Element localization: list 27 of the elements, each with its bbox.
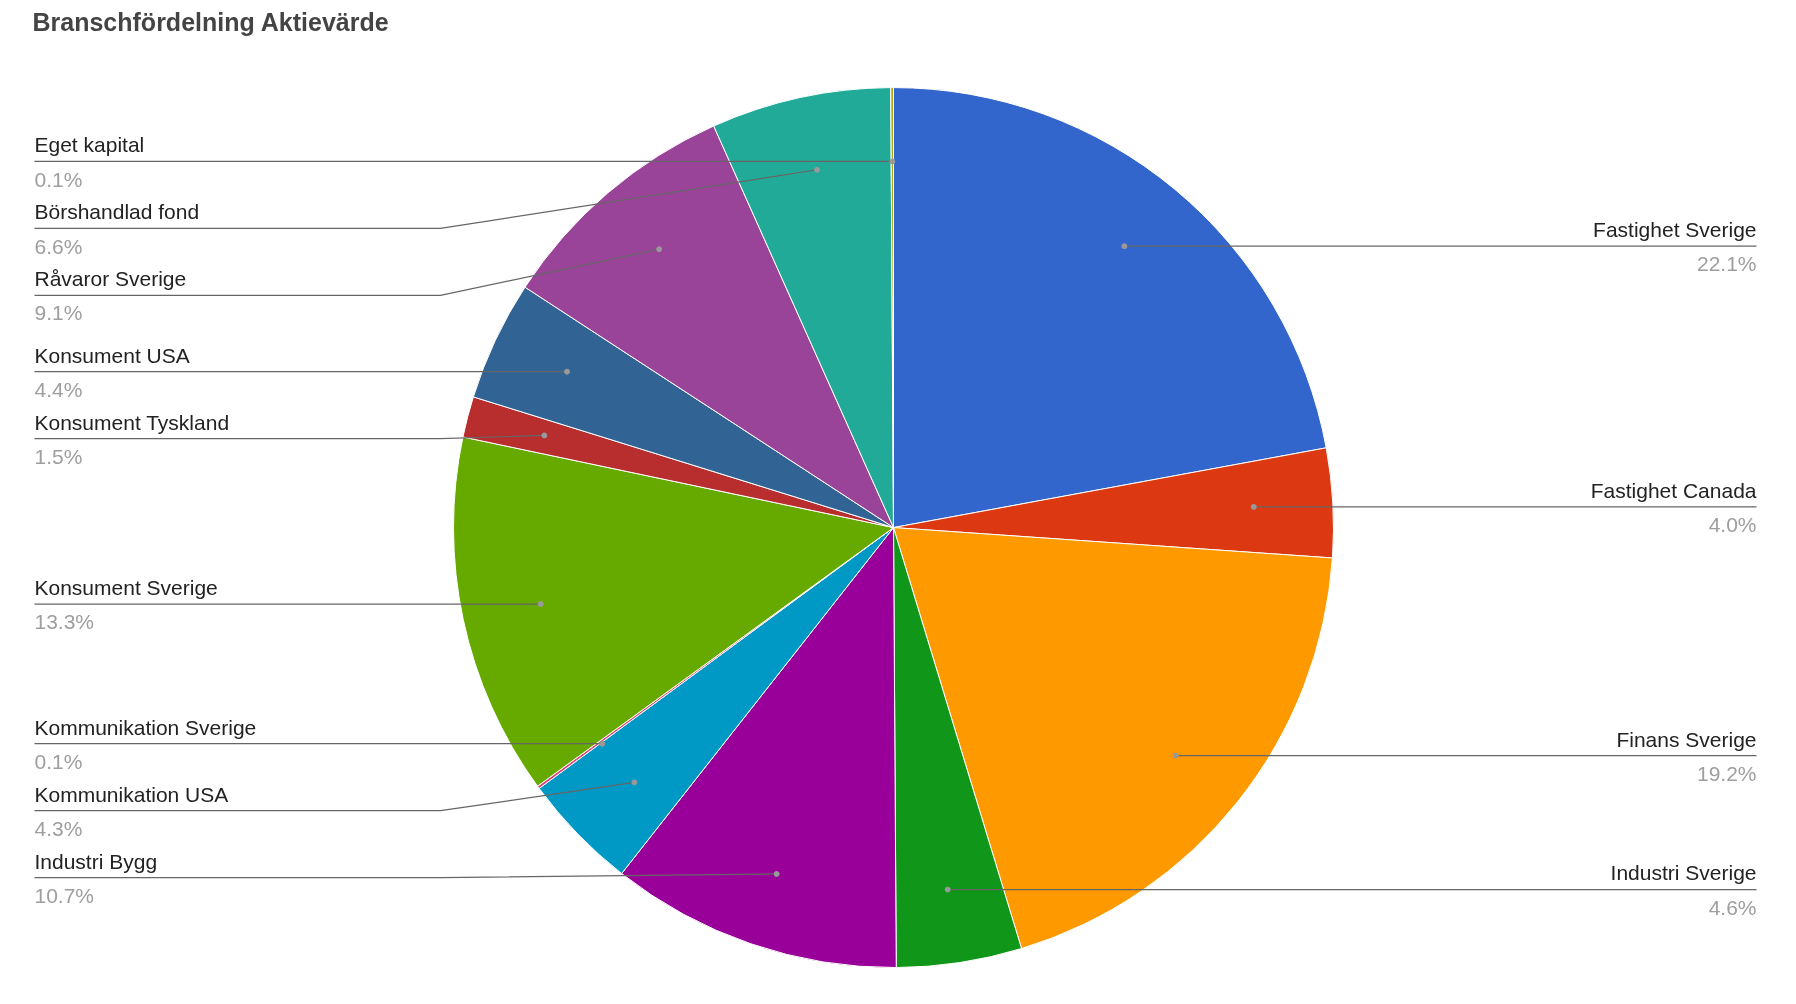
slice-label: Industri Bygg — [34, 849, 158, 873]
slice-label: Råvaror Sverige — [34, 267, 187, 291]
data-label: 6.6% — [34, 234, 83, 258]
data-label: 1.5% — [34, 444, 83, 468]
slice-label: Konsument USA — [34, 343, 190, 367]
slice-label: Konsument Sverige — [34, 575, 218, 599]
data-label: 13.3% — [34, 610, 95, 634]
slice-label: Finans Sverige — [1616, 727, 1757, 751]
slice-label: Eget kapital — [34, 133, 145, 157]
data-label: 0.1% — [34, 167, 83, 191]
data-label: 4.4% — [34, 377, 83, 401]
slice-label: Fastighet Canada — [1590, 478, 1757, 502]
slice-label: Fastighet Sverige — [1593, 218, 1757, 242]
data-label: 4.6% — [1708, 895, 1757, 919]
slice-label: Konsument Tyskland — [34, 410, 230, 434]
chart-title: Branschfördelning Aktievärde — [32, 7, 389, 36]
data-label: 19.2% — [1696, 761, 1757, 785]
data-label: 22.1% — [1696, 252, 1757, 276]
data-label: 4.3% — [34, 816, 83, 840]
slice-label: Kommunikation USA — [34, 782, 229, 806]
data-label: 10.7% — [34, 883, 95, 907]
slice-label: Kommunikation Sverige — [34, 715, 257, 739]
data-label: 4.0% — [1708, 512, 1757, 536]
slice-label: Börshandlad fond — [34, 200, 200, 224]
data-label: 0.1% — [34, 749, 83, 773]
slice-label: Industri Sverige — [1610, 861, 1757, 885]
data-label: 9.1% — [34, 301, 83, 325]
